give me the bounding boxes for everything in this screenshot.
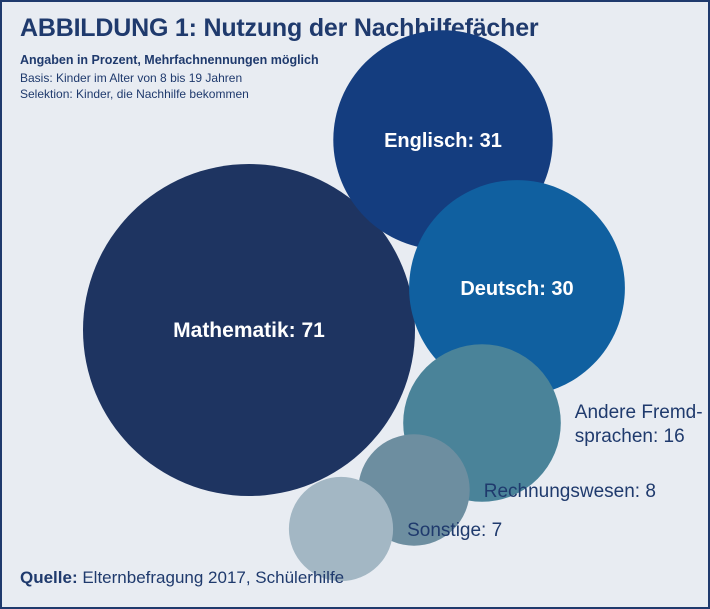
- source-label: Quelle:: [20, 568, 78, 587]
- bubble-label-rechnungswesen: Rechnungswesen: 8: [484, 481, 656, 502]
- bubble-label-englisch: Englisch: 31: [384, 130, 502, 152]
- bubble-label-sonstige: Sonstige: 7: [407, 520, 502, 541]
- bubble-label-andere-fremdsprachen: Andere Fremd-sprachen: 16: [575, 402, 703, 447]
- chart-subtitle: Angaben in Prozent, Mehrfachnennungen mö…: [20, 53, 319, 67]
- basis-note: Basis: Kinder im Alter von 8 bis 19 Jahr…: [20, 71, 243, 85]
- bubble-sonstige: [288, 476, 394, 582]
- source-line: Quelle: Elternbefragung 2017, Schülerhil…: [20, 568, 344, 588]
- bubble-label-line: Sonstige: 7: [407, 520, 502, 541]
- selection-note: Selektion: Kinder, die Nachhilfe bekomme…: [20, 87, 249, 101]
- bubble-label-line: Andere Fremd-: [575, 402, 703, 423]
- bubble-label-mathematik: Mathematik: 71: [173, 319, 325, 342]
- source-text: Elternbefragung 2017, Schülerhilfe: [77, 568, 345, 587]
- bubble-deutsch: [409, 180, 625, 396]
- bubble-label-line: Rechnungswesen: 8: [484, 481, 656, 502]
- bubble-mathematik: [83, 164, 415, 496]
- bubble-label-deutsch: Deutsch: 30: [460, 278, 573, 300]
- bubble-label-line: sprachen: 16: [575, 426, 685, 447]
